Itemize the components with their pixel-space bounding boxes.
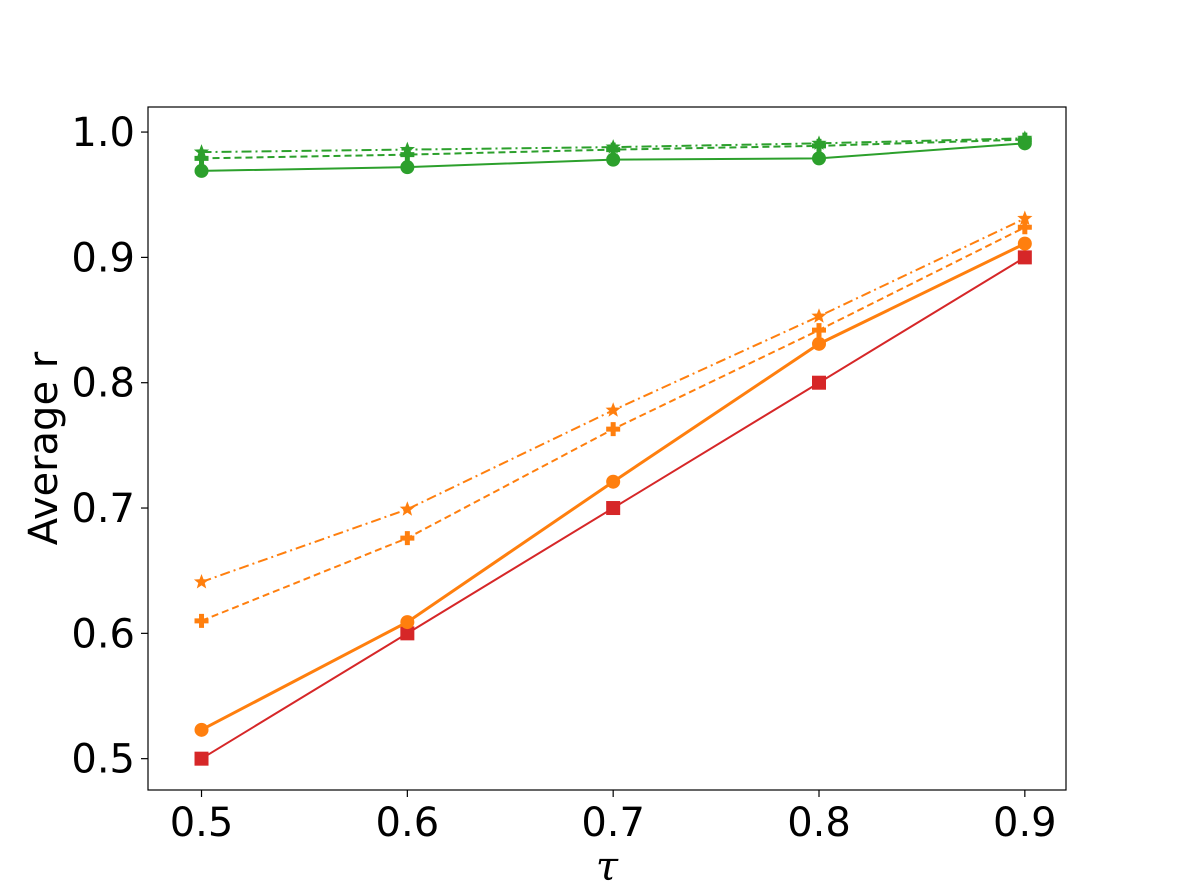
data-point-plus <box>1017 220 1032 235</box>
x-axis-label: τ <box>596 844 619 888</box>
x-axis: 0.5 0.6 0.7 0.8 0.9 <box>170 790 1057 846</box>
data-point-square <box>606 501 621 516</box>
data-point-square <box>1017 250 1032 265</box>
x-tick-label: 0.7 <box>581 800 645 846</box>
y-axis-label: Average r <box>21 351 67 545</box>
series-1 <box>194 250 1032 766</box>
y-tick-label: 0.8 <box>71 361 135 407</box>
series-7 <box>193 130 1033 159</box>
y-tick-label: 0.7 <box>71 486 135 532</box>
series-2 <box>194 236 1032 737</box>
data-point-star <box>1017 130 1033 145</box>
x-tick-label: 0.8 <box>787 800 851 846</box>
data-point-square <box>812 375 827 390</box>
data-point-circle <box>1017 236 1032 251</box>
y-axis: 0.5 0.6 0.7 0.8 0.9 1.0 <box>71 110 148 783</box>
data-point-star <box>399 141 415 157</box>
y-tick-label: 0.5 <box>71 737 135 783</box>
data-point-star <box>1017 210 1033 226</box>
data-point-star <box>605 139 621 154</box>
data-point-plus <box>194 151 209 166</box>
data-point-star <box>811 308 827 323</box>
y-tick-label: 1.0 <box>71 110 135 156</box>
series-3 <box>194 220 1032 628</box>
data-point-square <box>194 751 209 766</box>
data-point-plus <box>812 323 826 338</box>
y-tick-label: 0.6 <box>71 611 135 657</box>
data-point-circle <box>812 336 827 351</box>
data-point-star <box>811 135 827 150</box>
x-tick-label: 0.9 <box>993 800 1057 846</box>
data-point-plus <box>400 531 415 546</box>
data-point-circle <box>606 152 621 167</box>
data-point-plus <box>606 422 621 437</box>
data-point-circle <box>194 163 209 178</box>
data-point-star <box>193 144 210 159</box>
data-point-circle <box>194 722 209 737</box>
data-point-circle <box>812 151 827 166</box>
x-tick-label: 0.5 <box>170 800 234 846</box>
series-layer <box>193 130 1033 766</box>
data-point-plus <box>194 613 209 628</box>
data-point-circle <box>400 615 415 630</box>
series-line <box>201 137 1025 154</box>
data-point-circle <box>606 474 621 489</box>
data-point-circle <box>400 160 415 175</box>
data-point-star <box>399 501 415 516</box>
x-tick-label: 0.6 <box>376 800 440 846</box>
plot-frame <box>147 106 1067 791</box>
data-point-square <box>400 626 415 641</box>
y-tick-label: 0.9 <box>71 235 135 281</box>
data-point-star <box>605 402 621 417</box>
series-line <box>201 217 1026 583</box>
series-4 <box>193 210 1033 589</box>
data-point-plus <box>400 147 415 162</box>
data-point-star <box>193 573 210 589</box>
